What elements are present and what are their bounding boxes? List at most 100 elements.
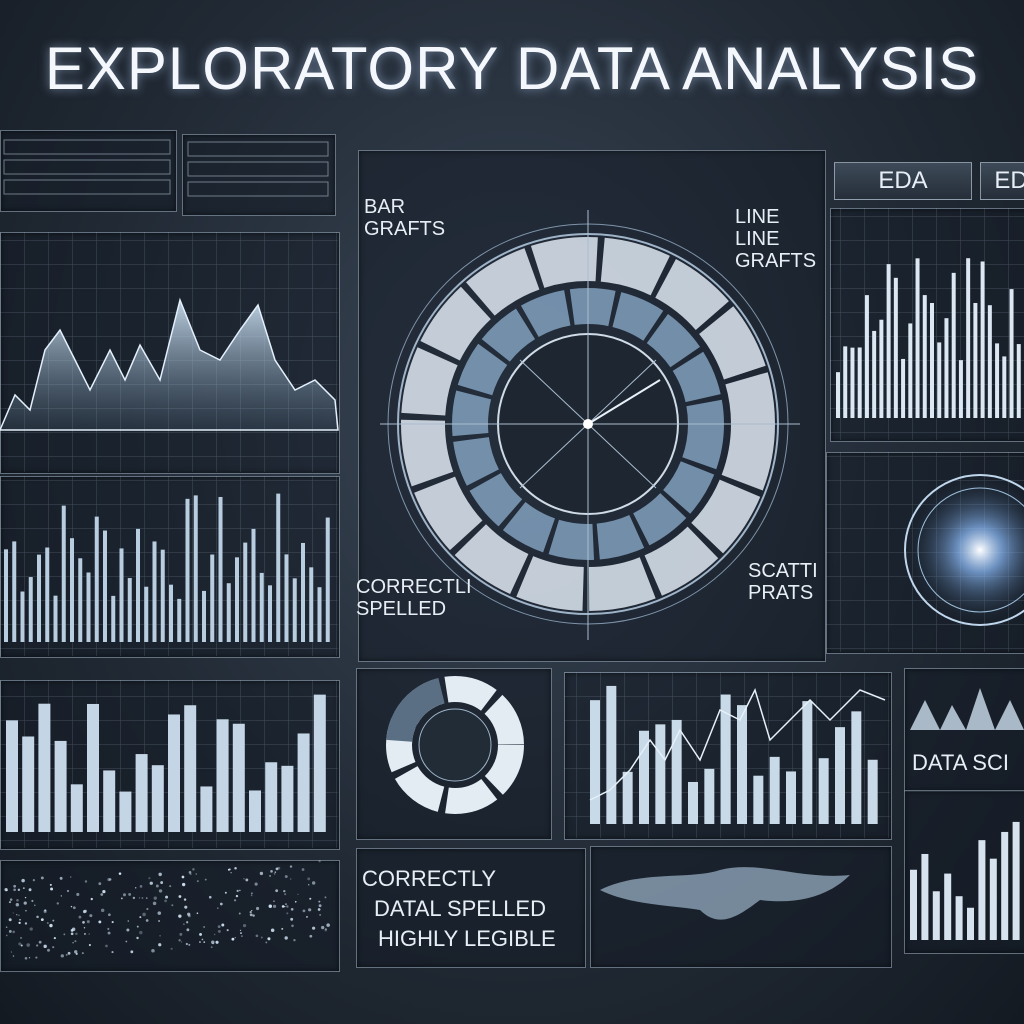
bar (872, 330, 877, 418)
bar (276, 493, 281, 642)
scatter-dot (231, 937, 235, 941)
bar (61, 505, 66, 642)
scatter-dot (155, 884, 159, 888)
scatter-dot (34, 904, 36, 907)
scatter-dot (199, 932, 202, 936)
bar (886, 264, 891, 418)
scatter-dot (236, 889, 239, 893)
scatter-dot (18, 942, 22, 946)
bar (313, 694, 326, 832)
bar (268, 585, 272, 642)
scatter-dot (312, 926, 316, 930)
bar (1012, 821, 1020, 940)
scatter-dot (270, 928, 275, 932)
scatter-dot (136, 925, 139, 928)
scatter-dot (53, 936, 56, 940)
scatter-dot (273, 900, 275, 902)
center-donut-chart (380, 210, 800, 640)
bar (87, 703, 99, 832)
scatter-dot (321, 925, 325, 930)
top-left-list-panel (0, 130, 177, 212)
scatter-dot (185, 942, 188, 946)
scatter-dot (159, 935, 161, 937)
scatter-dot (70, 905, 73, 908)
bar (22, 736, 35, 832)
scatter-dot (31, 899, 34, 903)
scatter-dot (234, 936, 236, 939)
bar (210, 554, 215, 642)
scatter-dot (66, 889, 70, 892)
scatter-dot (249, 910, 252, 914)
scatter-dot (195, 873, 197, 875)
scatter-dot (23, 901, 27, 905)
scatter-dot (164, 899, 168, 903)
tab-ed[interactable]: ED (980, 162, 1024, 200)
page-title: EXPLORATORY DATA ANALYSIS (44, 35, 980, 102)
scatter-dot (40, 876, 44, 880)
bar (922, 295, 927, 418)
scatter-dot (203, 925, 206, 928)
scatter-dot (158, 943, 162, 947)
scatter-dot (10, 951, 13, 953)
scatter-dot (178, 939, 181, 942)
bar (226, 583, 231, 642)
bar (281, 765, 294, 832)
scatter-dot (24, 896, 27, 899)
bar (202, 590, 206, 642)
right-label-data-sci: DATA SCI (912, 750, 1009, 775)
bar (955, 896, 963, 940)
bar (136, 528, 140, 642)
scatter-dot (102, 890, 106, 894)
scatter-dot (12, 930, 15, 934)
scatter-dot (40, 918, 44, 922)
bar-chart-bars (4, 493, 330, 642)
scatter-dot (153, 896, 157, 900)
bar (184, 705, 197, 832)
bar (135, 754, 148, 832)
scatter-dot (180, 941, 183, 943)
bar (973, 302, 978, 418)
scatter-dot (240, 932, 242, 935)
scatter-dot (297, 893, 299, 896)
scatter-dot (35, 956, 38, 959)
scatter-dot (111, 951, 114, 954)
scatter-dot (60, 954, 64, 958)
scatter-dot (82, 910, 87, 914)
scatter-dot (72, 942, 74, 944)
bar (325, 517, 330, 642)
scatter-dot (22, 887, 25, 890)
scatter-dot (26, 943, 30, 947)
bar (235, 557, 239, 642)
scatter-dot (28, 888, 32, 892)
scatter-dot (293, 938, 296, 942)
bar (6, 720, 18, 832)
scatter-dot (90, 897, 93, 901)
scatter-dot (32, 879, 36, 882)
bar (753, 775, 764, 824)
right-bottom-bars (910, 821, 1020, 940)
scatter-dot (242, 923, 247, 928)
scatter-dot (243, 877, 245, 880)
bar (111, 595, 116, 642)
bar (930, 303, 934, 418)
scatter-dot (301, 868, 305, 871)
scatter-dot (286, 912, 289, 915)
scatter-dot (324, 896, 327, 899)
scatter-dot (127, 920, 129, 922)
scatter-dot (238, 912, 241, 915)
bar (301, 542, 305, 642)
scatter-dot (281, 927, 284, 930)
radar-ring (917, 487, 1024, 613)
tab-eda[interactable]: EDA (834, 162, 972, 200)
scatter-dot (270, 870, 273, 873)
scatter-dot (186, 921, 189, 924)
scatter-dot (105, 944, 108, 948)
scatter-dot (50, 887, 54, 891)
scatter-dot (290, 907, 294, 911)
scatter-dot (249, 913, 253, 917)
bar (20, 591, 25, 642)
bar (284, 554, 289, 642)
scatter-dot (65, 953, 68, 956)
combo-bars (590, 685, 878, 824)
scatter-dot (56, 902, 59, 905)
